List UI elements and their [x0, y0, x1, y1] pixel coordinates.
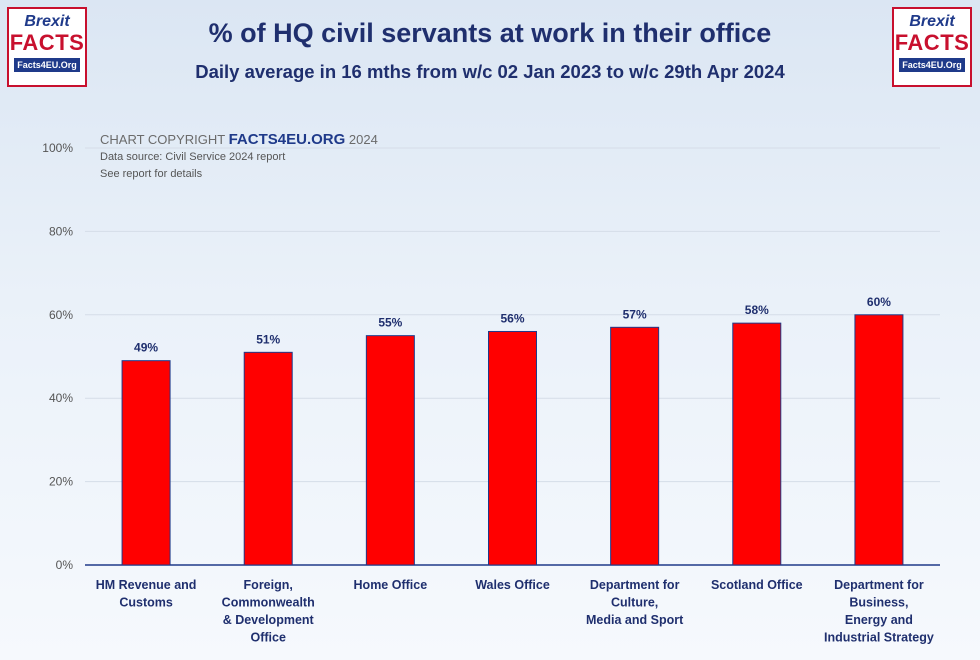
x-tick-label-line: Business, [849, 596, 908, 610]
x-tick-label-line: Home Office [354, 578, 428, 592]
x-tick-label-line: Media and Sport [586, 613, 684, 627]
bar [610, 326, 660, 566]
copyright-prefix: CHART COPYRIGHT [100, 132, 225, 147]
brexit-facts-logo-right: Brexit FACTS Facts4EU.Org [892, 7, 972, 87]
x-tick-label: Home Office [354, 578, 428, 592]
x-tick-label-line: HM Revenue and [96, 578, 197, 592]
y-tick-label: 100% [42, 141, 73, 155]
x-tick-label: HM Revenue and Customs [96, 578, 197, 610]
data-label: 55% [378, 316, 402, 330]
data-label: 60% [867, 295, 891, 309]
bar [365, 335, 415, 566]
x-tick-label: Wales Office [475, 578, 550, 592]
x-tick-label-line: Department for [834, 578, 924, 592]
x-tick-label-line: Culture, [611, 596, 658, 610]
data-label: 51% [256, 332, 280, 346]
y-tick-label: 40% [49, 391, 73, 405]
data-source-note: Data source: Civil Service 2024 report [100, 151, 286, 163]
x-tick-label-line: Department for [590, 578, 680, 592]
x-tick-label-line: Foreign, [244, 578, 293, 592]
brexit-facts-logo-left: Brexit FACTS Facts4EU.Org [7, 7, 87, 87]
x-tick-label-line: Wales Office [475, 578, 550, 592]
data-label: 57% [623, 307, 647, 321]
y-tick-label: 60% [49, 308, 73, 322]
x-tick-label-line: Energy and [845, 613, 913, 627]
x-tick-label: Department for Culture, Media and Sport [586, 578, 684, 627]
x-tick-label-line: Scotland Office [711, 578, 803, 592]
data-label: 58% [745, 303, 769, 317]
x-tick-label-line: & Development [223, 613, 315, 627]
logo-line2: FACTS [894, 30, 970, 55]
x-tick-label: Scotland Office [711, 578, 803, 592]
bar [243, 351, 293, 566]
see-report-note: See report for details [100, 168, 203, 180]
bar [488, 330, 537, 566]
x-tick-label: Department for Business, Energy and Industr… [824, 578, 934, 645]
chart-title: % of HQ civil servants at work in their … [208, 18, 772, 48]
logo-line2: FACTS [9, 30, 85, 55]
x-tick-label-line: Industrial Strategy [824, 631, 934, 645]
bar [854, 314, 904, 566]
bar [732, 322, 782, 566]
logo-line1: Brexit [909, 13, 955, 30]
copyright-brand: FACTS4EU.ORG [228, 131, 346, 148]
x-tick-label-line: Customs [119, 596, 173, 610]
y-tick-label: 80% [49, 224, 73, 238]
logo-line1: Brexit [24, 13, 70, 30]
logo-site: Facts4EU.Org [899, 58, 965, 72]
chart-copyright: CHART COPYRIGHT FACTS4EU.ORG 2024 [100, 131, 378, 148]
x-tick-label-line: Commonwealth [222, 596, 315, 610]
logo-site: Facts4EU.Org [14, 58, 80, 72]
y-tick-label: 20% [49, 475, 73, 489]
data-label: 49% [134, 341, 158, 355]
chart-subtitle: Daily average in 16 mths from w/c 02 Jan… [195, 61, 785, 82]
x-tick-label: Foreign, Commonwealth & Development Office [222, 578, 315, 645]
data-label: 56% [500, 311, 524, 325]
copyright-year: 2024 [348, 132, 378, 147]
y-tick-label: 0% [56, 558, 74, 572]
bar [121, 360, 171, 566]
x-tick-label-line: Office [250, 631, 285, 645]
